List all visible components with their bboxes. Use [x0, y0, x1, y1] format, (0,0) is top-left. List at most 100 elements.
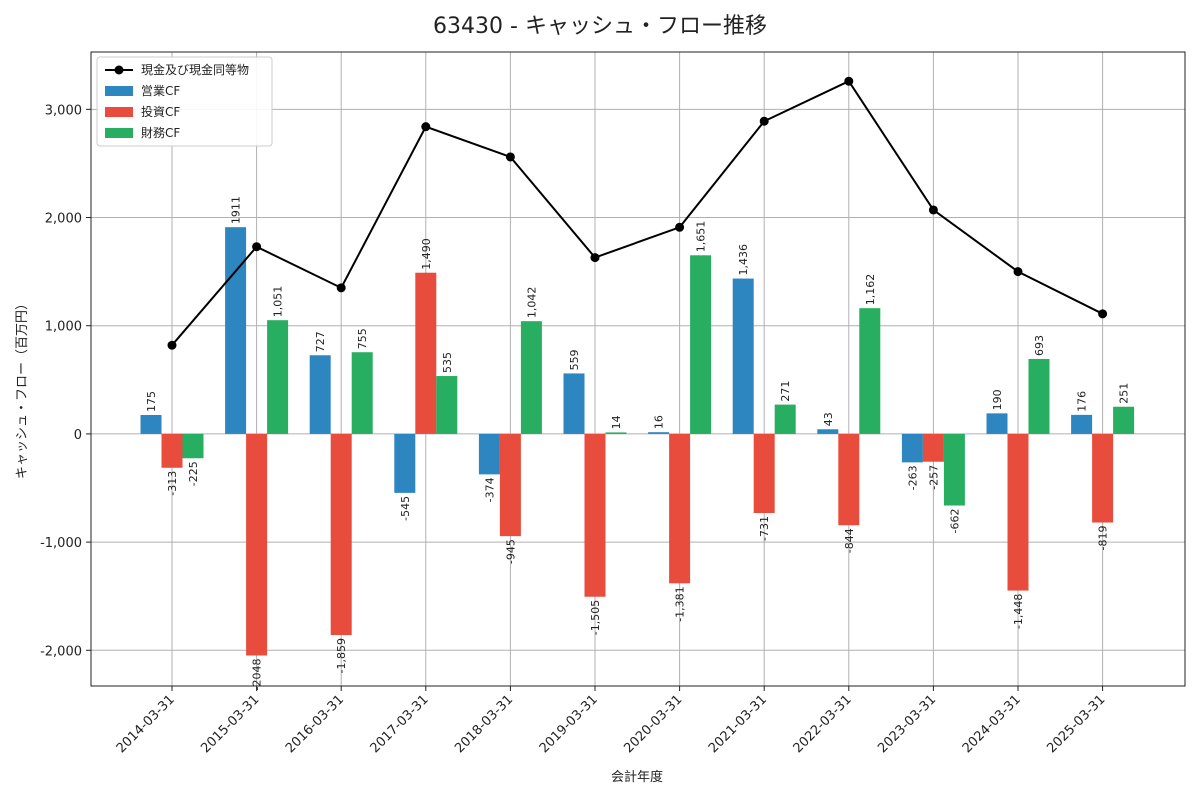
bar-財務CF: [1028, 358, 1050, 434]
bar-財務CF: [436, 376, 458, 434]
x-tick-label: 2018-03-31: [452, 692, 516, 756]
y-tick-label: -2,000: [40, 644, 82, 659]
legend-label: 営業CF: [141, 84, 180, 98]
x-tick-label: 2016-03-31: [283, 692, 347, 756]
data-label-財務CF: 535: [441, 352, 454, 373]
bar-投資CF: [838, 433, 860, 526]
data-label-営業CF: -374: [483, 477, 496, 502]
data-label-営業CF: 176: [1076, 391, 1089, 412]
data-label-営業CF: 559: [568, 349, 581, 370]
cash-line: [171, 79, 1104, 346]
bar-財務CF: [774, 404, 796, 434]
legend-bar-swatch: [105, 86, 133, 96]
bar-投資CF: [584, 433, 606, 597]
data-label-投資CF: -819: [1097, 526, 1110, 551]
data-label-営業CF: 43: [822, 412, 835, 426]
data-label-財務CF: 14: [610, 415, 623, 429]
data-label-営業CF: 1911: [230, 196, 243, 224]
data-label-営業CF: 1,436: [737, 244, 750, 276]
data-label-営業CF: -545: [399, 496, 412, 521]
legend-label: 投資CF: [141, 104, 180, 119]
legend-label: 財務CF: [141, 125, 180, 140]
bar-財務CF: [943, 433, 965, 506]
line-series: [167, 76, 1108, 350]
data-label-営業CF: 16: [653, 415, 666, 429]
bar-財務CF: [182, 433, 204, 459]
x-tick-label: 2020-03-31: [621, 692, 685, 756]
cash-point: [421, 122, 431, 132]
bar-営業CF: [225, 227, 247, 434]
bar-財務CF: [859, 308, 881, 434]
bar-営業CF: [394, 433, 416, 493]
data-label-投資CF: -731: [758, 516, 771, 541]
legend-line-marker: [114, 65, 124, 75]
bar-投資CF: [922, 433, 944, 462]
bar-投資CF: [669, 433, 691, 584]
data-label-営業CF: 190: [991, 389, 1004, 410]
bar-財務CF: [520, 321, 542, 434]
bar-営業CF: [901, 433, 923, 463]
bar-投資CF: [330, 433, 352, 636]
data-label-財務CF: 1,162: [864, 274, 877, 306]
bar-営業CF: [309, 355, 331, 434]
x-axis-label: 会計年度: [611, 769, 663, 785]
chart-title: 63430 - キャッシュ・フロー推移: [433, 14, 767, 39]
cash-point: [759, 116, 769, 126]
y-tick-label: 3,000: [45, 103, 82, 118]
x-tick-label: 2014-03-31: [114, 692, 178, 756]
data-label-財務CF: 271: [779, 381, 792, 402]
x-tick-label: 2021-03-31: [706, 692, 770, 756]
bar-投資CF: [753, 433, 775, 514]
x-tick-label: 2024-03-31: [960, 692, 1024, 756]
data-label-投資CF: -1,859: [335, 638, 348, 673]
legend-bar-swatch: [105, 128, 133, 138]
x-tick-label: 2023-03-31: [875, 692, 939, 756]
bar-営業CF: [648, 432, 670, 434]
bar-財務CF: [1113, 406, 1135, 434]
data-label-投資CF: -313: [166, 471, 179, 496]
data-labels: 175 1911 727 -545 -374 559 16 1,436 43 -263 190 176…: [145, 196, 1131, 690]
plot-frame: [90, 51, 1186, 687]
legend-bar-swatch: [105, 107, 133, 117]
bar-営業CF: [478, 433, 500, 475]
bar-投資CF: [1007, 433, 1029, 591]
cash-point: [590, 253, 600, 263]
data-label-財務CF: 755: [356, 328, 369, 349]
data-label-財務CF: -225: [187, 461, 200, 486]
legend-box: [96, 56, 273, 147]
cash-point: [336, 283, 346, 293]
data-label-投資CF: -1,505: [589, 600, 602, 635]
cash-point: [1013, 267, 1023, 277]
bar-財務CF: [351, 352, 373, 434]
bar-財務CF: [267, 320, 289, 434]
data-label-営業CF: -263: [906, 465, 919, 490]
y-tick-label: 0: [74, 428, 82, 443]
bar-営業CF: [986, 413, 1008, 434]
data-label-投資CF: -945: [504, 539, 517, 564]
bar-series: [140, 227, 1135, 656]
bar-営業CF: [817, 429, 839, 434]
x-tick-label: 2022-03-31: [791, 692, 855, 756]
x-tick-label: 2019-03-31: [537, 692, 601, 756]
bar-営業CF: [140, 414, 162, 434]
data-label-財務CF: 251: [1118, 383, 1131, 404]
data-label-財務CF: 1,651: [695, 221, 708, 253]
bar-投資CF: [1092, 433, 1114, 523]
bar-営業CF: [563, 373, 585, 434]
x-tick-label: 2015-03-31: [198, 692, 262, 756]
y-tick-label: -1,000: [40, 536, 82, 551]
cash-point: [675, 222, 685, 232]
y-axis-label: キャッシュ・フロー（百万円）: [15, 297, 30, 479]
x-tick-label: 2017-03-31: [368, 692, 432, 756]
cash-point: [167, 340, 177, 350]
bar-財務CF: [690, 255, 712, 434]
bar-投資CF: [161, 433, 183, 468]
data-label-財務CF: 1,042: [525, 287, 538, 319]
cash-point: [505, 152, 515, 162]
bar-投資CF: [415, 272, 437, 434]
cash-point: [928, 205, 938, 215]
data-label-投資CF: -2048: [251, 658, 264, 690]
